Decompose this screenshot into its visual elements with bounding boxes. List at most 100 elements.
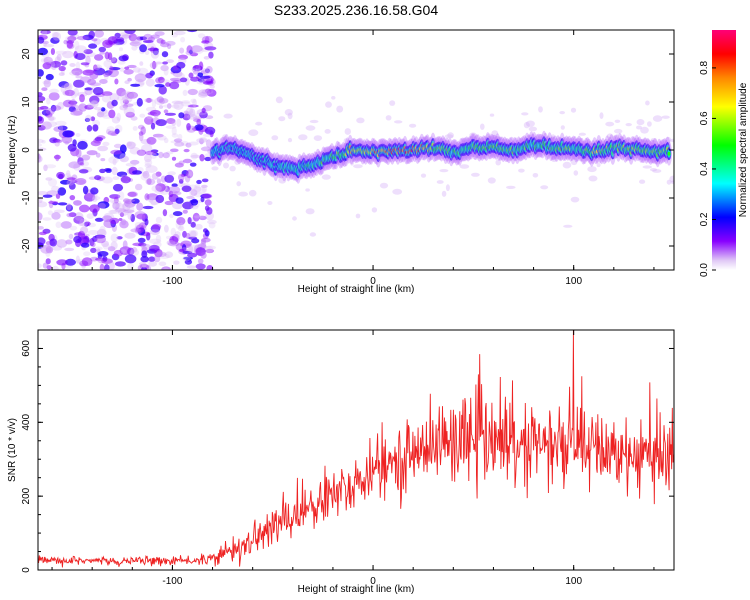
noise-blob	[172, 211, 183, 217]
noise-blob	[139, 36, 148, 41]
noise-blob	[81, 257, 93, 266]
noise-blob	[118, 55, 129, 62]
noise-blob	[136, 149, 147, 156]
noise-blob	[669, 138, 674, 143]
noise-blob	[90, 247, 97, 253]
snr-y-ticks: 0 200 400 600	[21, 329, 674, 573]
noise-blob	[180, 101, 191, 107]
noise-blob	[194, 184, 201, 188]
noise-blob	[205, 139, 212, 148]
noise-blob	[140, 243, 151, 250]
noise-blob	[203, 56, 210, 60]
noise-blob	[40, 57, 49, 64]
noise-blob	[148, 244, 160, 252]
noise-blob	[64, 247, 75, 252]
noise-blob	[38, 36, 45, 44]
noise-blob	[298, 134, 308, 141]
noise-blob	[57, 202, 68, 206]
noise-blob	[222, 134, 228, 140]
noise-blob	[38, 116, 44, 124]
noise-blob	[172, 80, 182, 83]
noise-blob	[305, 208, 315, 215]
noise-blob	[356, 117, 365, 124]
noise-blob	[180, 140, 189, 146]
noise-blob	[472, 155, 481, 160]
noise-blob	[439, 169, 449, 173]
noise-blob	[40, 244, 52, 254]
noise-blob	[127, 93, 137, 99]
noise-blob	[48, 116, 55, 121]
noise-blob	[79, 154, 91, 159]
noise-blob	[487, 177, 496, 184]
noise-blob	[73, 88, 79, 97]
noise-blob	[52, 265, 59, 270]
noise-blob	[171, 100, 183, 105]
noise-blob	[480, 123, 485, 130]
noise-blob	[89, 204, 100, 213]
noise-blob	[118, 47, 124, 52]
noise-blob	[182, 158, 193, 164]
noise-blob	[596, 162, 601, 168]
noise-blob	[188, 49, 193, 55]
noise-blob	[182, 255, 191, 262]
noise-blob	[146, 97, 152, 103]
noise-blob	[650, 168, 657, 172]
noise-blob	[491, 130, 499, 137]
noise-blob	[102, 243, 110, 250]
noise-blob	[131, 198, 140, 204]
noise-blob	[154, 84, 165, 88]
noise-blob	[528, 126, 537, 132]
noise-blob	[128, 33, 137, 42]
noise-blob	[53, 209, 65, 214]
noise-blob	[198, 91, 208, 98]
noise-blob	[38, 138, 44, 144]
noise-blob	[75, 255, 80, 264]
noise-blob	[353, 164, 363, 169]
noise-blob	[204, 245, 214, 254]
noise-blob	[196, 138, 208, 143]
noise-blob	[116, 171, 128, 177]
noise-blob	[171, 126, 177, 136]
noise-blob	[94, 246, 103, 251]
noise-blob	[292, 216, 297, 221]
noise-blob	[116, 112, 121, 122]
noise-blob	[108, 261, 115, 270]
noise-blob	[38, 212, 43, 221]
noise-blob	[58, 125, 64, 133]
noise-blob	[195, 263, 206, 270]
noise-blob	[43, 79, 51, 88]
noise-blob	[670, 180, 674, 185]
noise-blob	[92, 196, 101, 201]
noise-blob	[459, 164, 470, 169]
noise-blob	[73, 79, 85, 88]
noise-blob	[669, 175, 674, 183]
noise-blob	[58, 65, 66, 72]
noise-blob	[66, 40, 74, 49]
snr-series	[38, 330, 674, 568]
noise-blob	[394, 120, 403, 124]
noise-blob	[141, 261, 147, 269]
noise-blob	[68, 106, 76, 113]
noise-blob	[106, 129, 111, 135]
noise-blob	[389, 100, 396, 106]
noise-blob	[187, 217, 192, 225]
noise-blob	[90, 187, 99, 195]
noise-blob	[165, 235, 172, 240]
noise-blob	[122, 99, 129, 104]
noise-blob	[200, 146, 212, 152]
noise-blob	[570, 196, 580, 203]
noise-blob	[87, 102, 96, 109]
noise-blob	[122, 202, 131, 212]
noise-blob	[163, 68, 169, 76]
noise-blob	[420, 173, 427, 178]
noise-blob	[206, 265, 214, 270]
noise-blob	[132, 67, 141, 73]
noise-blob	[155, 119, 167, 127]
noise-blob	[164, 224, 169, 233]
noise-blob	[55, 120, 67, 126]
noise-blob	[355, 213, 361, 219]
x-tick-label: -100	[162, 276, 182, 287]
noise-blob	[192, 98, 197, 108]
noise-blob	[248, 189, 257, 197]
noise-blob	[156, 178, 161, 185]
